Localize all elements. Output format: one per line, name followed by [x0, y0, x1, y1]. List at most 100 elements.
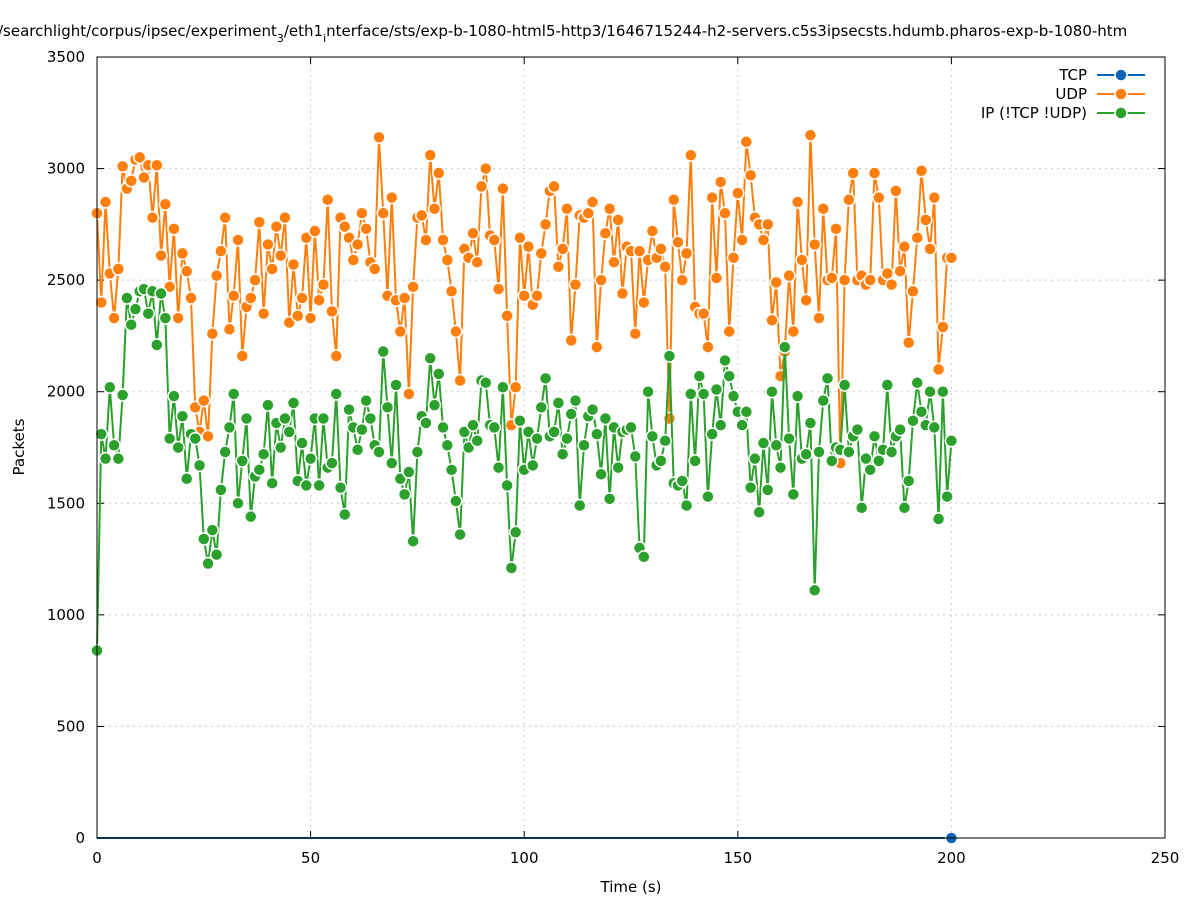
data-point-udp [338, 219, 352, 234]
data-point-ip-tcp-udp [342, 402, 356, 417]
data-point-udp [825, 271, 839, 285]
data-point-udp [184, 291, 198, 305]
data-point-ip-tcp-udp [837, 378, 852, 392]
data-point-ip-tcp-udp [239, 411, 254, 426]
data-point-udp [320, 193, 335, 207]
x-tick-label: 50 [301, 849, 320, 867]
series-udp [90, 128, 959, 470]
data-point-ip-tcp-udp [453, 527, 467, 542]
data-point-udp [419, 233, 433, 247]
data-point-ip-tcp-udp [739, 405, 754, 419]
data-point-ip-tcp-udp [150, 338, 164, 352]
data-point-udp [846, 166, 860, 180]
data-point-udp [137, 170, 151, 185]
data-point-ip-tcp-udp [209, 547, 224, 562]
data-point-udp [867, 166, 882, 180]
data-point-ip-tcp-udp [585, 402, 600, 417]
data-point-udp [273, 248, 288, 263]
series-ip-tcp-udp [90, 282, 959, 658]
data-point-ip-tcp-udp [769, 438, 783, 453]
data-point-udp [560, 201, 574, 216]
data-point-ip-tcp-udp [355, 422, 369, 437]
data-point-udp [248, 273, 262, 287]
data-point-udp [479, 161, 493, 176]
data-point-udp [919, 213, 933, 227]
data-point-udp [197, 393, 211, 408]
data-point-udp [701, 340, 715, 354]
data-point-ip-tcp-udp [688, 454, 702, 468]
data-point-ip-tcp-udp [538, 371, 553, 386]
data-point-ip-tcp-udp [479, 376, 493, 390]
y-tick-label: 2500 [47, 271, 85, 289]
data-point-ip-tcp-udp [590, 427, 604, 441]
data-point-ip-tcp-udp [534, 400, 549, 415]
data-point-ip-tcp-udp [816, 393, 830, 408]
data-point-ip-tcp-udp [115, 388, 130, 402]
legend-marker-ip-tcp-udp [1114, 106, 1128, 120]
data-point-ip-tcp-udp [692, 369, 707, 383]
data-point-ip-tcp-udp [675, 474, 690, 488]
data-point-udp [581, 206, 596, 220]
data-point-udp [872, 190, 886, 205]
data-point-udp [880, 266, 895, 281]
data-point-ip-tcp-udp [188, 431, 203, 446]
data-point-udp [474, 179, 489, 194]
data-point-ip-tcp-udp [927, 420, 942, 435]
data-point-udp [671, 235, 685, 249]
x-tick-label: 200 [937, 849, 966, 867]
data-point-udp [936, 320, 950, 334]
data-point-udp [551, 260, 566, 274]
data-point-ip-tcp-udp [273, 440, 288, 455]
data-point-udp [231, 233, 245, 247]
y-tick-label: 3500 [47, 48, 85, 66]
data-point-udp [278, 210, 292, 225]
data-point-ip-tcp-udp [709, 382, 724, 397]
data-point-udp [568, 277, 583, 292]
data-point-ip-tcp-udp [397, 487, 412, 502]
data-point-ip-tcp-udp [760, 483, 775, 497]
data-point-ip-tcp-udp [658, 434, 672, 448]
data-point-udp [799, 293, 813, 307]
y-tick-label: 1000 [47, 606, 85, 624]
data-point-ip-tcp-udp [863, 463, 877, 477]
y-tick-label: 0 [75, 829, 85, 847]
data-point-ip-tcp-udp [98, 451, 113, 466]
data-point-ip-tcp-udp [222, 420, 237, 435]
legend-marker-tcp [1114, 68, 1128, 82]
data-point-udp [316, 277, 331, 292]
data-point-udp [607, 255, 621, 270]
legend-marker-udp [1114, 87, 1128, 101]
data-point-udp [222, 322, 237, 336]
data-point-udp [449, 324, 463, 339]
data-point-udp [743, 168, 758, 183]
data-point-udp [158, 197, 173, 212]
data-point-udp [786, 324, 801, 339]
data-point-udp [295, 291, 309, 305]
data-point-ip-tcp-udp [696, 387, 711, 401]
data-point-ip-tcp-udp [466, 418, 480, 432]
data-point-ip-tcp-udp [842, 445, 856, 459]
data-point-udp [244, 291, 258, 305]
data-point-ip-tcp-udp [303, 451, 318, 466]
data-point-ip-tcp-udp [329, 387, 343, 401]
data-point-ip-tcp-udp [701, 489, 715, 504]
data-point-ip-tcp-udp [884, 445, 899, 459]
data-point-ip-tcp-udp [944, 434, 959, 448]
legend-label-tcp: TCP [1058, 66, 1087, 84]
data-point-udp [94, 295, 109, 310]
data-point-udp [175, 246, 190, 261]
data-point-ip-tcp-udp [577, 438, 591, 453]
data-point-ip-tcp-udp [743, 480, 758, 495]
data-point-udp [500, 309, 514, 323]
data-point-udp [350, 237, 365, 252]
data-point-ip-tcp-udp [363, 411, 378, 426]
data-point-ip-tcp-udp [859, 451, 873, 466]
data-point-ip-tcp-udp [316, 411, 331, 426]
data-point-udp [167, 222, 181, 236]
data-point-ip-tcp-udp [508, 525, 523, 540]
data-point-ip-tcp-udp [286, 396, 301, 410]
data-point-udp [517, 289, 531, 303]
data-point-ip-tcp-udp [419, 416, 433, 430]
data-point-udp [555, 242, 570, 256]
